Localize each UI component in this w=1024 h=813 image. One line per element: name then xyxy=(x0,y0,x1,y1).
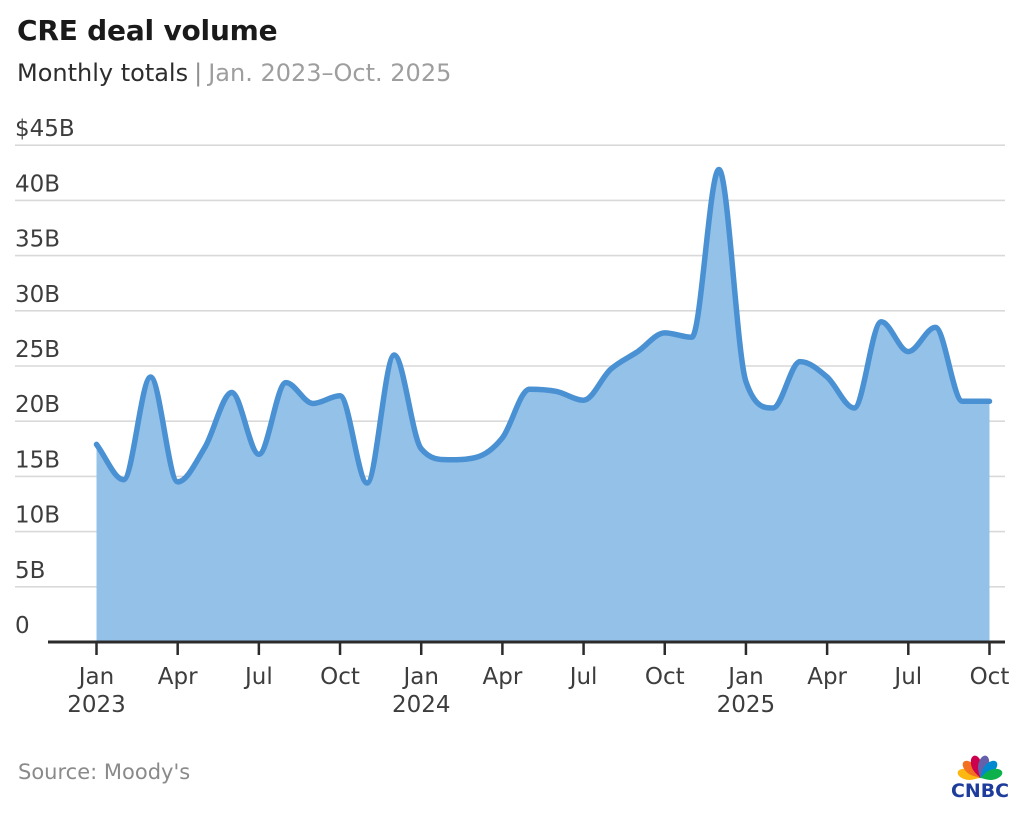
x-tick-label: Oct xyxy=(320,664,360,690)
x-year-label: 2025 xyxy=(717,692,776,718)
x-tick-label: Oct xyxy=(970,664,1010,690)
y-tick-label: 10B xyxy=(15,503,60,529)
cnbc-logo: CNBC xyxy=(951,755,1009,802)
peacock-feather xyxy=(957,768,980,780)
subtitle-description: Monthly totals xyxy=(17,59,189,87)
x-tick-label: Jan xyxy=(401,664,438,690)
y-axis-labels: $45B 40B 35B 30B 25B 20B 15B 10B 5B 0 xyxy=(15,116,75,639)
y-tick-label: 25B xyxy=(15,337,60,363)
peacock-feather xyxy=(980,768,1003,780)
area-fill xyxy=(96,169,990,641)
source-label: Source: Moody's xyxy=(18,760,191,784)
peacock-icon xyxy=(957,755,1003,780)
x-tick-label: Apr xyxy=(483,664,523,690)
x-tick-label: Jul xyxy=(568,664,598,690)
y-tick-label: $45B xyxy=(15,116,75,142)
y-tick-label: 35B xyxy=(15,227,60,253)
x-axis-labels: Jan Apr Jul Oct Jan Apr Jul Oct Jan Apr Jul Oct 2023… xyxy=(67,664,1009,718)
x-year-label: 2023 xyxy=(67,692,126,718)
y-tick-label: 15B xyxy=(15,447,60,473)
x-tick-label: Jan xyxy=(77,664,114,690)
peacock-feather xyxy=(962,760,980,778)
x-tick-label: Apr xyxy=(807,664,847,690)
chart-subtitle: Monthly totals | Jan. 2023–Oct. 2025 xyxy=(17,59,451,87)
y-tick-label: 20B xyxy=(15,392,60,418)
subtitle-separator: | xyxy=(194,59,203,87)
subtitle-date-range: Jan. 2023–Oct. 2025 xyxy=(208,59,452,87)
x-tick-label: Jul xyxy=(892,664,922,690)
x-tick-label: Jan xyxy=(726,664,763,690)
x-tick-label: Oct xyxy=(645,664,685,690)
trend-line xyxy=(93,166,993,486)
y-tick-label: 5B xyxy=(15,558,45,584)
x-tick-label: Apr xyxy=(158,664,198,690)
x-year-label: 2024 xyxy=(392,692,451,718)
peacock-feather xyxy=(978,755,990,778)
y-tick-label: 30B xyxy=(15,282,60,308)
x-axis-ticks xyxy=(95,642,991,655)
x-tick-label: Jul xyxy=(243,664,273,690)
chart-title: CRE deal volume xyxy=(17,14,278,47)
cnbc-wordmark: CNBC xyxy=(951,780,1009,802)
y-tick-label: 40B xyxy=(15,171,60,197)
peacock-feather xyxy=(980,760,998,778)
y-tick-label: 0 xyxy=(15,613,30,639)
